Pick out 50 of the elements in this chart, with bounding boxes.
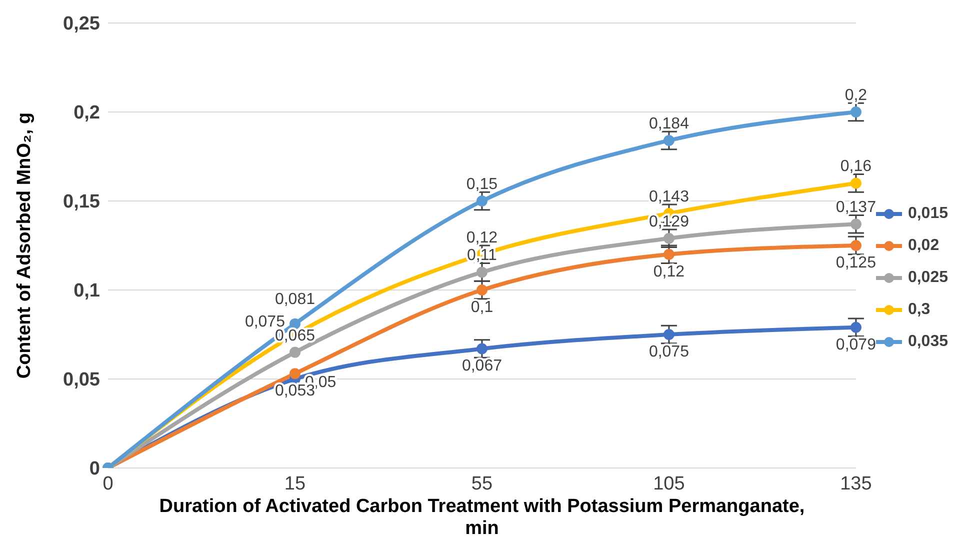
data-label: 0,129 (648, 213, 690, 230)
point (663, 232, 674, 244)
legend-label: 0,3 (908, 301, 930, 319)
point (289, 346, 300, 358)
data-label: 0,1 (470, 299, 494, 316)
point (850, 178, 862, 189)
legend-label: 0,035 (908, 333, 948, 351)
data-label: 0,12 (653, 263, 685, 280)
point (476, 196, 488, 206)
data-label: 0,075 (244, 314, 286, 330)
point (850, 322, 862, 333)
data-label: 0,067 (462, 358, 502, 375)
data-label: 0,137 (836, 199, 876, 216)
point (289, 368, 300, 380)
x-tick-label: 0 (102, 473, 114, 494)
point (476, 266, 488, 278)
point (663, 248, 674, 260)
y-tick-label: 0,1 (74, 280, 100, 302)
data-label: 0,12 (466, 229, 498, 246)
x-tick-label: 135 (840, 473, 872, 494)
point (476, 284, 488, 296)
x-tick-label: 105 (653, 473, 685, 494)
y-tick-label: 0,05 (63, 370, 100, 391)
legend-label: 0,015 (908, 205, 948, 223)
data-label: 0,143 (648, 188, 690, 206)
point (663, 329, 674, 340)
point (850, 218, 862, 230)
point (476, 343, 488, 354)
x-axis-title: Duration of Activated Carbon Treatment with Potassium Permanganate, min (159, 496, 805, 539)
data-label: 0,16 (840, 158, 872, 176)
data-label: 0,075 (648, 344, 690, 360)
point (850, 106, 862, 118)
data-label: 0,2 (844, 87, 868, 104)
y-tick-label: 0,2 (74, 102, 100, 124)
data-label: 0,125 (836, 254, 876, 272)
point (663, 134, 674, 146)
x-tick-label: 15 (284, 473, 306, 494)
y-tick-label: 0 (89, 458, 100, 480)
point (289, 318, 300, 330)
data-label: 0,081 (274, 290, 316, 308)
data-label: 0,15 (466, 176, 498, 193)
y-tick-label: 0,15 (63, 192, 100, 213)
data-label: 0,184 (648, 115, 690, 132)
point (850, 240, 862, 251)
y-axis-title: Content of Adsorbed MnO₂, g (14, 112, 35, 379)
legend-label: 0,02 (908, 237, 940, 255)
data-label: 0,079 (836, 336, 876, 354)
legend-label: 0,025 (908, 269, 948, 287)
y-tick-label: 0,25 (63, 14, 100, 35)
x-tick-label: 55 (471, 473, 493, 494)
